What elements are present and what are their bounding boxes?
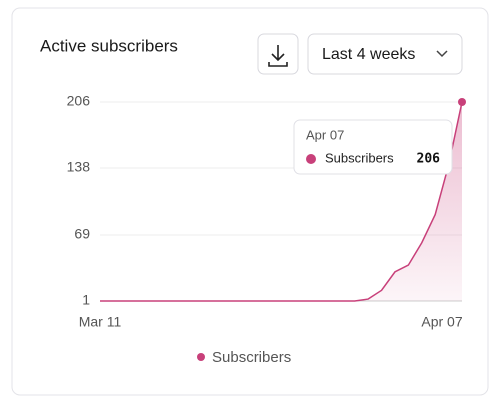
point [458, 98, 466, 106]
tooltip-date: Apr 07 [306, 127, 344, 142]
x-tick-label: Mar 11 [79, 314, 122, 330]
card-title: Active subscribers [40, 36, 178, 55]
y-tick-label: 1 [82, 292, 90, 308]
tooltip: Apr 07 Subscribers 206 [293, 119, 453, 175]
y-tick-label: 206 [67, 93, 91, 109]
legend-swatch [197, 353, 205, 361]
legend-label: Subscribers [212, 349, 291, 366]
x-tick-label: Apr 07 [421, 314, 462, 330]
y-tick-label: 69 [74, 226, 90, 242]
tooltip-swatch [306, 154, 316, 164]
period-dropdown[interactable]: Last 4 weeks [307, 33, 463, 75]
line [100, 101, 463, 302]
period-label: Last 4 weeks [322, 46, 415, 63]
tooltip-value: 206 [417, 152, 441, 167]
area [100, 102, 462, 301]
tooltip-box [293, 119, 453, 175]
y-tick-label: 138 [67, 159, 91, 175]
download-button[interactable] [257, 33, 299, 75]
tooltip-series: Subscribers [325, 150, 394, 165]
